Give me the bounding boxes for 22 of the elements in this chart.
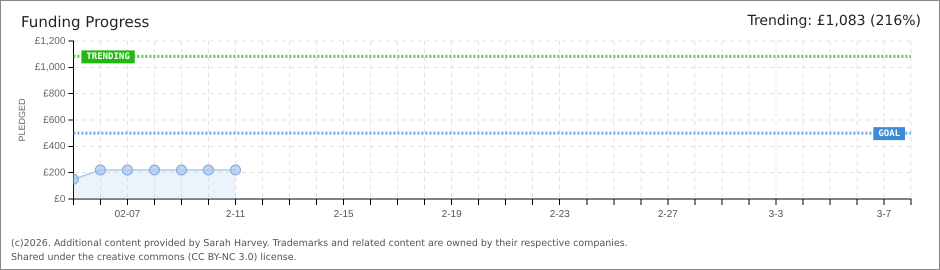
y-tick-label: £200	[43, 167, 66, 178]
y-tick-label: £600	[43, 114, 66, 126]
x-tick-label: 2-27	[658, 208, 678, 220]
text: Shared under the creative commons (CC BY-NC 3.0) license.	[11, 251, 298, 265]
x-tick-label: 2-11	[226, 208, 246, 220]
y-axis-title: PLEDGED	[16, 98, 27, 142]
x-tick-label: 2-15	[334, 208, 354, 220]
y-tick-label: £1,200	[34, 36, 66, 47]
y-tick-label: £1,000	[34, 62, 66, 74]
x-tick-label: 3-7	[876, 208, 892, 220]
text: Trending: £1,083 (216%)	[747, 13, 921, 29]
text: (c)2026. Additional content provided by Sarah Harvey. Trademarks and related content are owned by their respective companies.	[11, 237, 628, 251]
x-tick-label: 2-23	[550, 208, 570, 220]
y-tick-label: £800	[43, 88, 66, 100]
x-tick-label: 2-19	[442, 208, 462, 220]
ref-line-label: TRENDING	[86, 52, 130, 62]
x-tick-label: 02-07	[114, 208, 141, 220]
x-tick-label: 3-3	[768, 208, 784, 220]
y-tick-label: £0	[54, 194, 66, 205]
chart-title: Funding Progress	[21, 13, 150, 31]
y-tick-label: £400	[43, 141, 66, 152]
ref-line-label: GOAL	[878, 129, 901, 140]
